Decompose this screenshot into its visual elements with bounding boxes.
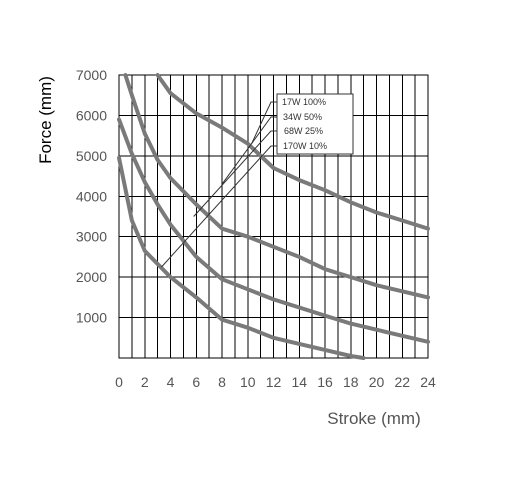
legend-item-4: 170W 10% [283, 141, 327, 151]
legend-leader-2 [221, 116, 277, 185]
y-tick-label: 4000 [76, 188, 107, 204]
legend-leader-1 [251, 101, 277, 144]
plot-frame [118, 74, 429, 359]
y-tick-label: 5000 [76, 148, 107, 164]
x-tick-label: 14 [291, 374, 307, 390]
x-tick-label: 22 [394, 374, 410, 390]
x-tick-label: 8 [218, 374, 226, 390]
x-tick-label: 2 [141, 374, 149, 390]
legend-item-3: 68W 25% [284, 126, 323, 136]
x-tick-label: 18 [343, 374, 359, 390]
x-tick-label: 24 [420, 374, 436, 390]
y-axis-label: Force (mm) [36, 76, 55, 164]
series-layer [117, 73, 430, 360]
x-tick-label: 6 [192, 374, 200, 390]
legend-box [276, 93, 354, 155]
y-tick-label: 1000 [76, 310, 107, 326]
legend-item-1: 17W 100% [282, 97, 326, 107]
legend: 17W 100% 34W 50% 68W 25% 170W 10% [161, 93, 354, 268]
y-tick-label: 3000 [76, 229, 107, 245]
x-tick-label: 10 [240, 374, 256, 390]
x-tick-label: 12 [266, 374, 282, 390]
y-tick-label: 7000 [76, 67, 107, 83]
x-axis-label: Stroke (mm) [327, 409, 421, 428]
series-line-3 [155, 73, 430, 231]
y-tick-label: 6000 [76, 107, 107, 123]
x-tick-label: 20 [369, 374, 385, 390]
series-line-2 [117, 117, 430, 344]
y-tick-label: 2000 [76, 269, 107, 285]
legend-leader-3 [193, 130, 277, 217]
tick-labels: 0 2 4 6 8 10 12 14 16 18 20 22 241000200030004000500… [76, 67, 436, 390]
x-tick-label: 16 [317, 374, 333, 390]
legend-item-2: 34W 50% [283, 112, 322, 122]
x-tick-label: 4 [167, 374, 175, 390]
x-tick-label: 0 [115, 374, 123, 390]
grid [118, 74, 429, 359]
series-line-4 [117, 155, 366, 360]
legend-leader-4 [161, 145, 277, 268]
series-line-1 [123, 73, 430, 300]
